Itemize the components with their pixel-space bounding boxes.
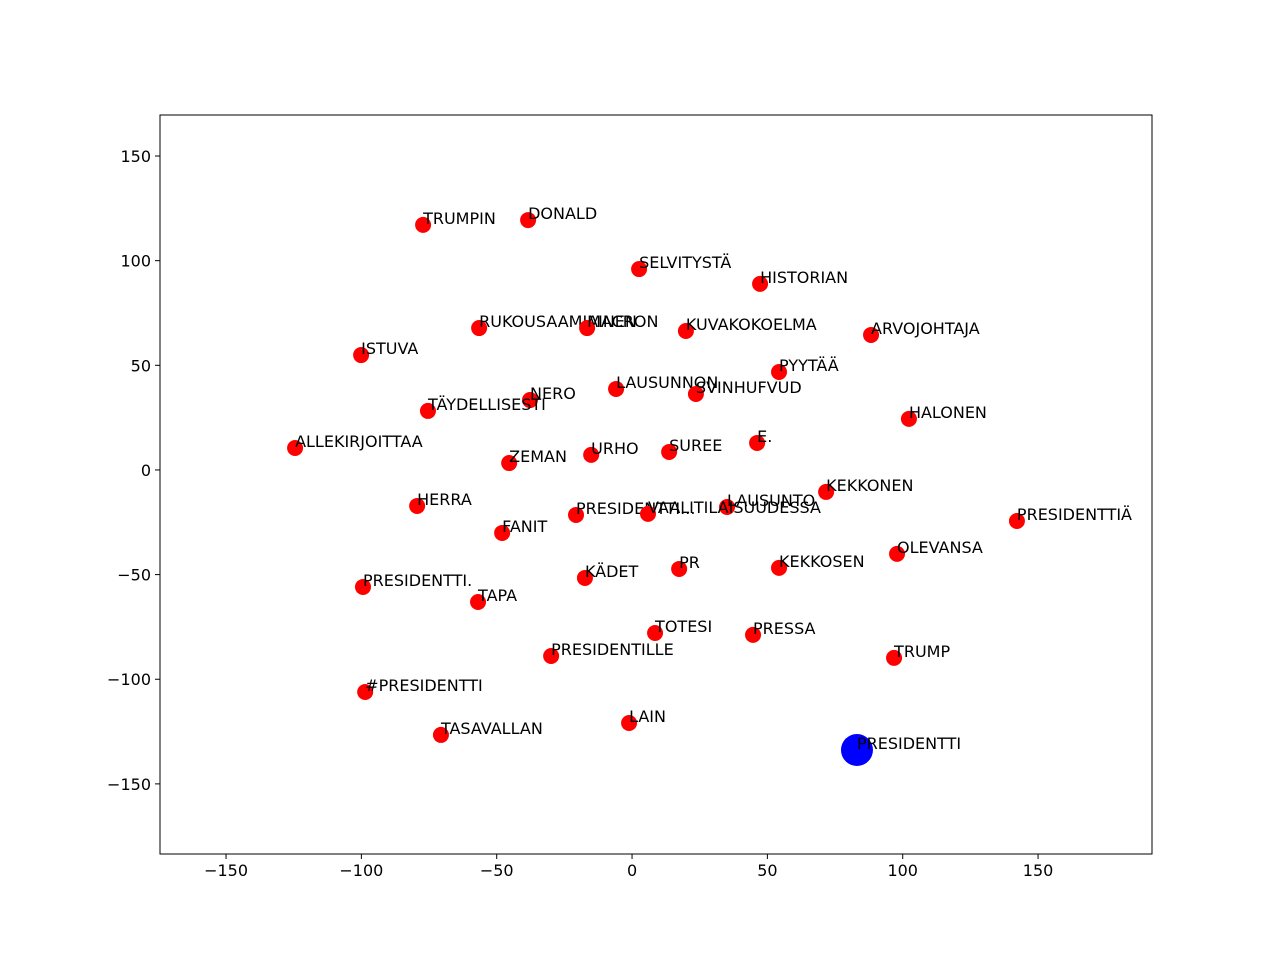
point-label: PRESIDENTTI. xyxy=(363,571,472,590)
point xyxy=(543,648,560,665)
point-label: RUKOUSAAMIAINEN xyxy=(479,312,637,331)
point-label: LAIN xyxy=(629,707,666,726)
point xyxy=(471,320,488,337)
point-label: MACRON xyxy=(587,312,658,331)
point xyxy=(840,733,873,766)
point-label: VAALITILAISUUDESSA xyxy=(648,498,821,517)
point-label: FANIT xyxy=(502,517,547,536)
point-label: KUVAKOKOELMA xyxy=(686,315,817,334)
point xyxy=(583,446,600,463)
point xyxy=(415,216,432,233)
point-label: KEKKOSEN xyxy=(779,552,865,571)
point-label: LAUSUNTO xyxy=(727,491,815,510)
point-label: TRUMP xyxy=(893,642,950,661)
point-label: PRESIDENTTIÄ xyxy=(1017,505,1132,524)
point-label: HALONEN xyxy=(909,403,987,422)
point xyxy=(749,434,766,451)
point xyxy=(432,726,449,743)
point-label: PRESIDENTTI... xyxy=(576,499,695,518)
point xyxy=(494,524,511,541)
point-label: PRESIDENTILLE xyxy=(551,640,674,659)
point-label: SUREE xyxy=(669,436,722,455)
point xyxy=(621,714,638,731)
x-tick-label: −150 xyxy=(204,861,248,880)
point xyxy=(889,545,906,562)
point-label: PRESIDENTTI xyxy=(857,734,961,753)
point xyxy=(647,624,664,641)
point xyxy=(687,385,704,402)
x-tick-label: −50 xyxy=(480,861,514,880)
x-tick-label: 0 xyxy=(627,861,637,880)
y-tick-label: 100 xyxy=(120,252,151,271)
point-label: SVINHUFVUD xyxy=(696,378,802,397)
point-label: SELVITYSTÄ xyxy=(639,253,731,272)
point xyxy=(671,560,688,577)
x-tick-label: 50 xyxy=(757,861,777,880)
point xyxy=(863,326,880,343)
point xyxy=(1008,513,1025,530)
point xyxy=(353,347,370,364)
point-label: TRUMPIN xyxy=(422,209,496,228)
point-label: E. xyxy=(757,427,772,446)
point-label: PYYTÄÄ xyxy=(779,356,839,375)
y-tick-label: 50 xyxy=(131,356,151,375)
point xyxy=(719,498,736,515)
point xyxy=(522,392,539,409)
plot-frame xyxy=(159,114,1153,855)
point xyxy=(818,483,835,500)
point xyxy=(608,380,625,397)
point-label: PRESSA xyxy=(753,619,815,638)
point xyxy=(579,320,596,337)
point xyxy=(568,506,585,523)
point-label: ZEMAN xyxy=(509,447,567,466)
x-tick-label: 100 xyxy=(887,861,918,880)
point-label: PR xyxy=(679,553,700,572)
x-tick-label: −100 xyxy=(339,861,383,880)
point xyxy=(752,275,769,292)
point xyxy=(745,626,762,643)
point xyxy=(640,505,657,522)
point xyxy=(287,439,304,456)
point xyxy=(677,322,694,339)
point-label: OLEVANSA xyxy=(897,538,983,557)
point xyxy=(419,402,436,419)
point-label: TAPA xyxy=(477,586,517,605)
x-tick-label: 150 xyxy=(1023,861,1054,880)
point xyxy=(520,212,537,229)
point xyxy=(631,261,648,278)
point xyxy=(886,649,903,666)
y-tick-label: −100 xyxy=(107,670,151,689)
point-label: KÄDET xyxy=(585,562,639,581)
point-label: ALLEKIRJOITTAA xyxy=(295,432,423,451)
point xyxy=(900,410,917,427)
point-label: HERRA xyxy=(417,490,472,509)
point xyxy=(357,684,374,701)
point-label: DONALD xyxy=(528,204,597,223)
point-label: NERO xyxy=(530,384,576,403)
y-tick-label: −150 xyxy=(107,775,151,794)
y-tick-label: −50 xyxy=(117,566,151,585)
point xyxy=(771,364,788,381)
point xyxy=(576,569,593,586)
point-label: TASAVALLAN xyxy=(440,719,543,738)
point-label: ARVOJOHTAJA xyxy=(871,319,980,338)
y-tick-label: 150 xyxy=(120,147,151,166)
point-label: #PRESIDENTTI xyxy=(365,676,483,695)
y-tick-label: 0 xyxy=(141,461,151,480)
point xyxy=(501,455,518,472)
point-label: TÄYDELLISESTI xyxy=(427,395,546,414)
point xyxy=(661,443,678,460)
point-label: ISTUVA xyxy=(361,339,418,358)
point-label: URHO xyxy=(591,439,638,458)
point-label: KEKKONEN xyxy=(826,476,913,495)
point-label: TOTESI xyxy=(654,617,712,636)
point xyxy=(409,497,426,514)
point-label: HISTORIAN xyxy=(760,268,848,287)
point xyxy=(470,594,487,611)
point xyxy=(771,559,788,576)
point xyxy=(355,578,372,595)
